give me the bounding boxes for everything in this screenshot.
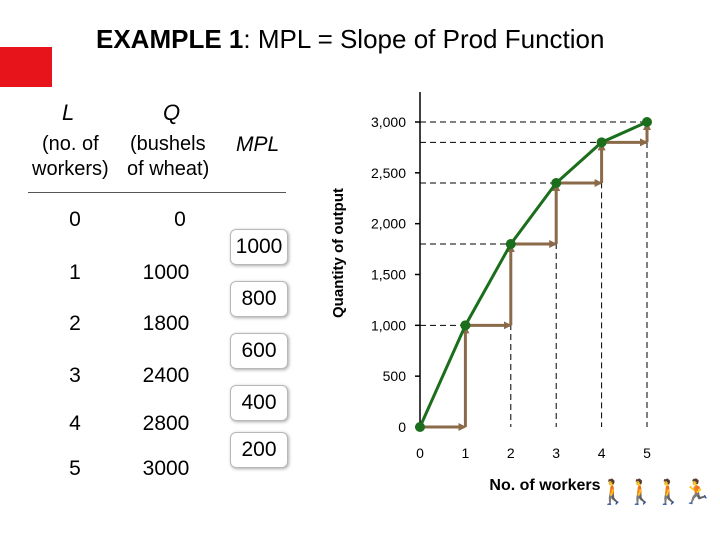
- table-rule: [28, 192, 286, 193]
- y-tick-label: 500: [383, 368, 407, 384]
- mpl-box-1: 1000: [230, 229, 288, 265]
- slide-title: EXAMPLE 1: MPL = Slope of Prod Function: [96, 24, 605, 54]
- header-l: L: [62, 100, 75, 125]
- header-q-sub-1: (bushels: [130, 133, 206, 155]
- evolution-figures-icon: 🚶🚶🚶🏃: [598, 479, 712, 506]
- y-tick-label: 1,500: [371, 267, 406, 283]
- x-tick-label: 2: [507, 445, 515, 461]
- y-tick-label: 2,000: [371, 216, 406, 232]
- y-axis-label: Quantity of output: [330, 188, 347, 318]
- row-4-q: 2800: [142, 412, 190, 435]
- row-2-q: 1800: [142, 312, 190, 335]
- data-point: [551, 178, 562, 188]
- row-3-q: 2400: [142, 364, 190, 387]
- y-tick-label: 2,500: [371, 165, 406, 181]
- y-tick-label: 0: [398, 419, 406, 435]
- x-tick-label: 1: [462, 445, 470, 461]
- data-point: [596, 137, 607, 148]
- data-point: [415, 422, 425, 432]
- row-1-q: 1000: [142, 261, 190, 284]
- header-l-sub-2: workers): [32, 158, 109, 180]
- x-tick-label: 3: [552, 445, 560, 461]
- header-q-sub-2: of wheat): [127, 158, 210, 180]
- data-point: [460, 320, 471, 331]
- header-mpl: MPL: [236, 133, 280, 156]
- red-accent-box: [0, 47, 52, 87]
- production-curve: [418, 120, 648, 428]
- header-l-sub-1: (no. of: [42, 133, 99, 155]
- x-tick-label: 0: [416, 445, 424, 461]
- row-0-l: 0: [69, 208, 81, 231]
- row-5-l: 5: [69, 457, 81, 480]
- row-5-q: 3000: [142, 457, 190, 480]
- y-tick-label: 3,000: [371, 114, 406, 130]
- row-0-q: 0: [174, 208, 186, 231]
- header-q: Q: [163, 100, 181, 125]
- data-point: [642, 117, 652, 127]
- x-tick-label: 4: [598, 445, 606, 461]
- mpl-box-2: 800: [230, 281, 288, 317]
- x-tick-label: 5: [643, 445, 651, 461]
- row-2-l: 2: [69, 312, 81, 335]
- mpl-box-5: 200: [230, 432, 288, 468]
- mpl-box-3: 600: [230, 333, 288, 369]
- y-tick-label: 1,000: [371, 317, 406, 333]
- x-axis-label: No. of workers: [489, 477, 600, 494]
- row-3-l: 3: [69, 364, 81, 387]
- data-point: [505, 239, 516, 249]
- row-4-l: 4: [69, 412, 81, 435]
- row-1-l: 1: [69, 261, 81, 284]
- mpl-box-4: 400: [230, 385, 288, 421]
